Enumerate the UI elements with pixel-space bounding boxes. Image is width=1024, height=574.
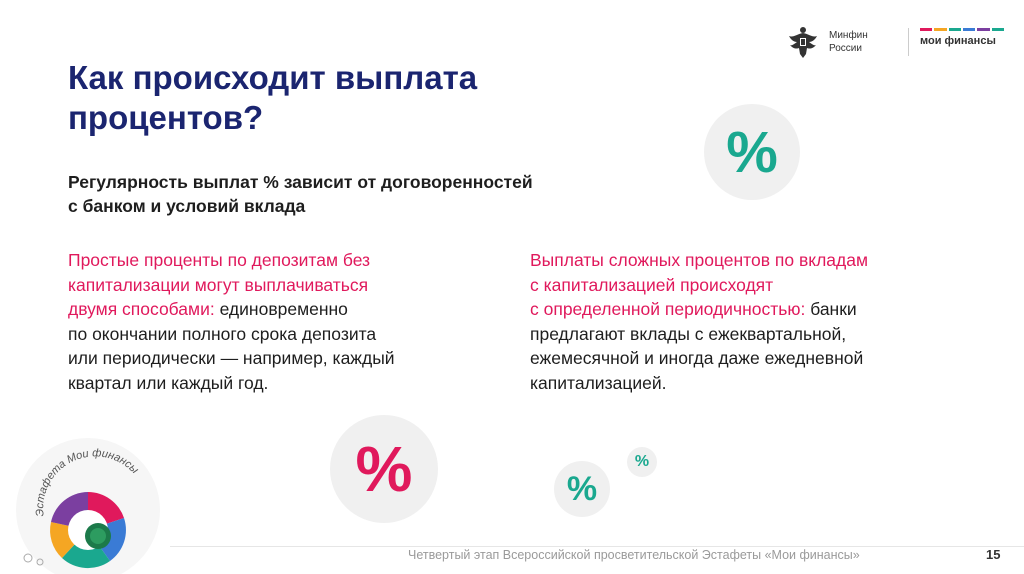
moi-finansy-text: мои финансы xyxy=(920,35,996,47)
color-bar xyxy=(991,28,1004,31)
left-line3: двумя способами: единовременно xyxy=(68,297,488,322)
right-line5: ежемесячной и иногда даже ежедневной xyxy=(530,348,864,368)
percent-icon: % xyxy=(330,415,438,523)
relay-logo: Эстафета Мои финансы xyxy=(16,438,160,574)
right-highlight-line3: с определенной периодичностью: xyxy=(530,299,806,319)
percent-icon: % xyxy=(704,104,800,200)
compound-interest-text: Выплаты сложных процентов по вкладам с к… xyxy=(530,248,960,395)
left-highlight-line3: двумя способами: xyxy=(68,299,215,319)
color-bar xyxy=(920,28,933,31)
left-highlight-line1: Простые проценты по депозитам без xyxy=(68,250,371,270)
right-rest-line3: банки xyxy=(805,299,857,319)
left-highlight-line2: капитализации могут выплачиваться xyxy=(68,274,369,295)
eagle-emblem-icon xyxy=(789,27,817,58)
minfin-logo: Минфин России xyxy=(783,22,868,62)
subtitle-line2: с банком и условий вклада xyxy=(68,196,306,216)
moi-finansy-color-bars xyxy=(920,28,1004,31)
color-bar xyxy=(948,28,961,31)
title-line2: процентов? xyxy=(68,99,264,136)
percent-icon: % xyxy=(627,447,657,477)
footer-text: Четвертый этап Всероссийской просветител… xyxy=(408,548,860,562)
color-bar xyxy=(962,28,976,31)
left-rest-line3: единовременно xyxy=(214,299,348,319)
footer-divider xyxy=(170,546,1024,547)
left-line5: или периодически — например, каждый xyxy=(68,348,395,368)
title-line1: Как происходит выплата xyxy=(68,59,478,96)
subtitle: Регулярность выплат % зависит от договор… xyxy=(68,170,668,218)
right-line3: с определенной периодичностью: банки xyxy=(530,297,960,322)
minfin-line1: Минфин xyxy=(829,30,868,41)
left-line6: квартал или каждый год. xyxy=(68,372,269,393)
subtitle-line1: Регулярность выплат % зависит от договор… xyxy=(68,172,533,192)
percent-icon: % xyxy=(554,461,610,517)
left-line4: по окончании полного срока депозита xyxy=(68,323,377,344)
right-line4: предлагают вклады с ежеквартальной, xyxy=(530,323,847,344)
logo-divider xyxy=(908,28,909,56)
page-title: Как происходит выплата процентов? xyxy=(68,58,668,138)
color-bar xyxy=(977,28,990,31)
minfin-line2: России xyxy=(829,43,862,54)
right-highlight-line2: с капитализацией происходят xyxy=(530,274,774,295)
moi-finansy-logo: мои финансы xyxy=(920,28,1004,47)
right-highlight-line1: Выплаты сложных процентов по вкладам xyxy=(530,250,869,270)
right-line6: капитализацией. xyxy=(530,372,667,393)
simple-interest-text: Простые проценты по депозитам без капита… xyxy=(68,248,488,395)
color-bar xyxy=(934,28,947,31)
page-number: 15 xyxy=(986,547,1001,562)
